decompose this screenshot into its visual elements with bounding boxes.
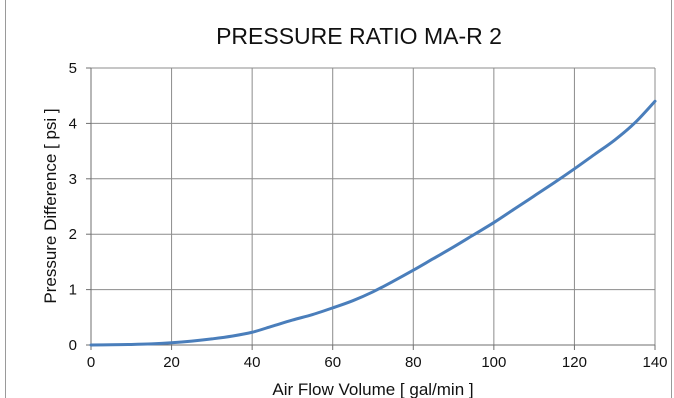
x-tick-label: 40 (244, 354, 261, 371)
x-tick-label: 60 (324, 354, 341, 371)
series-line (89, 99, 657, 347)
grid (91, 67, 656, 345)
x-tick-label: 20 (163, 354, 180, 371)
chart-title: PRESSURE RATIO MA-R 2 (216, 23, 502, 49)
x-tick-label: 140 (642, 354, 667, 371)
y-tick-label: 4 (69, 115, 77, 132)
y-tick-label: 1 (69, 282, 77, 299)
chart-frame (5, 0, 672, 398)
y-axis-title: Pressure Difference [ psi ] (41, 108, 60, 303)
x-tick-label: 80 (405, 354, 422, 371)
series-layer (89, 99, 657, 347)
x-axis-title: Air Flow Volume [ gal/min ] (272, 380, 473, 398)
y-tick-label: 5 (69, 60, 77, 77)
y-tick-label: 2 (69, 226, 77, 243)
x-tick-labels: 0 20 40 60 80 100 120 140 (87, 354, 668, 371)
y-tick-label: 0 (69, 337, 77, 354)
y-tick-label: 3 (69, 171, 77, 188)
x-tick-label: 120 (562, 354, 587, 371)
x-tick-label: 100 (481, 354, 506, 371)
x-tick-label: 0 (87, 354, 95, 371)
y-tick-labels: 0 1 2 3 4 5 (69, 60, 77, 354)
axes (86, 67, 656, 350)
